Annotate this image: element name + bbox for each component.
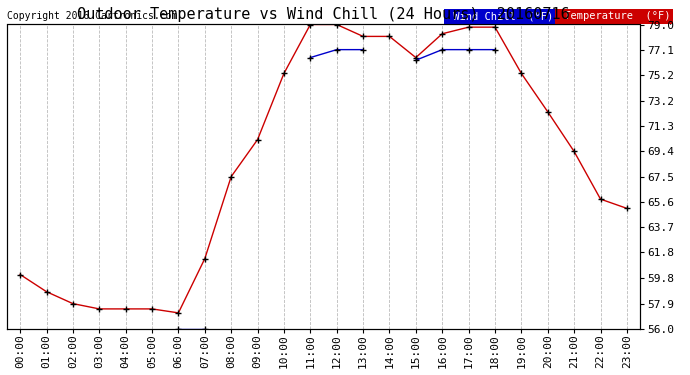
Title: Outdoor Temperature vs Wind Chill (24 Hours)  20160716: Outdoor Temperature vs Wind Chill (24 Ho… [77, 7, 570, 22]
Text: Temperature  (°F): Temperature (°F) [558, 12, 670, 21]
Text: Copyright 2016 Cartronics.com: Copyright 2016 Cartronics.com [7, 12, 177, 21]
Text: Wind Chill  (°F): Wind Chill (°F) [447, 12, 553, 21]
